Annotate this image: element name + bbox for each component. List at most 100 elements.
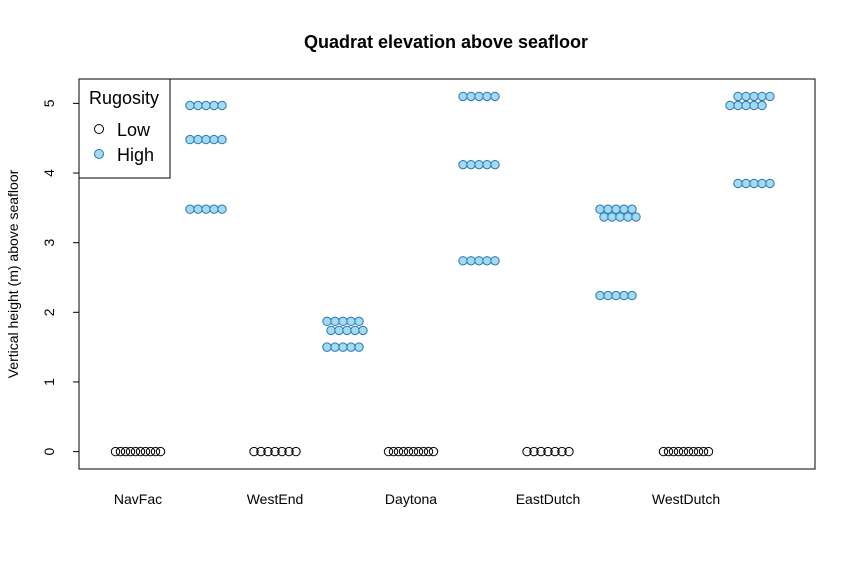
point-low-navfac [155,446,166,457]
point-high-westdutch [741,100,751,111]
y-tick-label-0: 0 [41,447,57,455]
point-high-daytona [458,91,468,102]
point-high-eastdutch [603,204,613,214]
point-high-westdutch [733,100,743,111]
legend: Rugosity Low High [78,78,171,179]
point-high-eastdutch [631,212,641,222]
point-high-daytona [490,256,500,266]
chart-title: Quadrat elevation above seafloor [304,32,588,52]
point-low-westdutch [673,446,684,457]
point-high-westend [322,316,332,327]
point-low-navfac [145,446,156,457]
point-high-westdutch [749,100,759,111]
y-tick-label-5: 5 [41,99,57,107]
point-high-westdutch [741,178,751,189]
point-high-westend [354,342,364,352]
point-high-westend [346,316,356,327]
point-high-westdutch [733,91,743,102]
point-low-eastdutch [564,446,574,457]
point-low-navfac [135,446,146,457]
point-high-navfac [193,204,203,214]
point-high-westdutch [757,100,767,111]
x-category-label-westend: WestEnd [247,491,304,507]
legend-label-low: Low [117,120,151,140]
y-axis: 0 1 2 3 4 5 [41,99,80,455]
point-low-daytona [428,446,439,457]
legend-title: Rugosity [89,88,159,108]
point-low-westend [256,446,266,457]
point-high-westdutch [725,100,735,111]
point-high-daytona [474,91,484,102]
point-high-westend [322,342,332,352]
point-high-eastdutch [607,212,617,222]
point-low-daytona [398,446,409,457]
point-high-westend [330,316,340,327]
point-high-navfac [209,204,219,214]
point-low-westend [249,446,259,457]
point-high-westend [326,325,336,336]
point-high-westend [334,325,344,336]
y-tick-label-2: 2 [41,308,57,316]
point-high-westdutch [741,91,751,102]
legend-marker-high [94,149,104,159]
point-high-eastdutch [611,290,621,301]
point-low-eastdutch [557,446,567,457]
point-high-westend [338,342,348,352]
point-low-eastdutch [536,446,546,457]
point-low-westend [284,446,294,457]
legend-marker-low [94,124,104,134]
point-low-navfac [110,446,121,457]
point-high-navfac [217,100,227,111]
x-axis-labels: NavFac WestEnd Daytona EastDutch WestDutch [114,491,720,507]
point-high-westend [342,325,352,336]
point-low-daytona [408,446,419,457]
point-low-westdutch [688,446,699,457]
point-high-eastdutch [619,204,629,214]
point-high-daytona [490,91,500,102]
point-high-daytona [466,256,476,266]
point-high-daytona [466,91,476,102]
point-low-westdutch [703,446,714,457]
point-high-navfac [185,100,195,111]
y-tick-label-1: 1 [41,378,57,386]
point-high-westend [338,316,348,327]
point-low-westend [277,446,287,457]
point-high-westdutch [765,91,775,102]
point-low-westend [270,446,280,457]
point-low-westend [291,446,301,457]
point-low-navfac [130,446,141,457]
point-high-westend [330,342,340,352]
data-points [110,91,775,457]
point-low-westdutch [683,446,694,457]
point-high-westdutch [765,178,775,189]
point-high-eastdutch [599,212,609,222]
point-high-daytona [482,256,492,266]
point-high-eastdutch [603,290,613,301]
point-high-eastdutch [623,212,633,222]
point-high-navfac [201,204,211,214]
point-low-eastdutch [522,446,532,457]
point-high-navfac [185,134,195,145]
point-high-navfac [193,100,203,111]
point-high-westend [354,316,364,327]
x-category-label-westdutch: WestDutch [652,491,720,507]
point-high-westdutch [749,91,759,102]
point-high-daytona [474,256,484,266]
point-low-westdutch [698,446,709,457]
point-high-westdutch [757,91,767,102]
point-high-navfac [201,100,211,111]
point-high-navfac [209,134,219,145]
point-high-daytona [474,159,484,170]
point-low-daytona [423,446,434,457]
point-low-daytona [403,446,414,457]
point-high-westend [358,325,368,336]
point-high-westdutch [749,178,759,189]
point-high-navfac [185,204,195,214]
point-low-daytona [413,446,424,457]
point-low-westdutch [663,446,674,457]
point-low-westdutch [668,446,679,457]
point-low-navfac [115,446,126,457]
point-high-eastdutch [615,212,625,222]
point-high-westdutch [757,178,767,189]
point-low-westend [263,446,273,457]
